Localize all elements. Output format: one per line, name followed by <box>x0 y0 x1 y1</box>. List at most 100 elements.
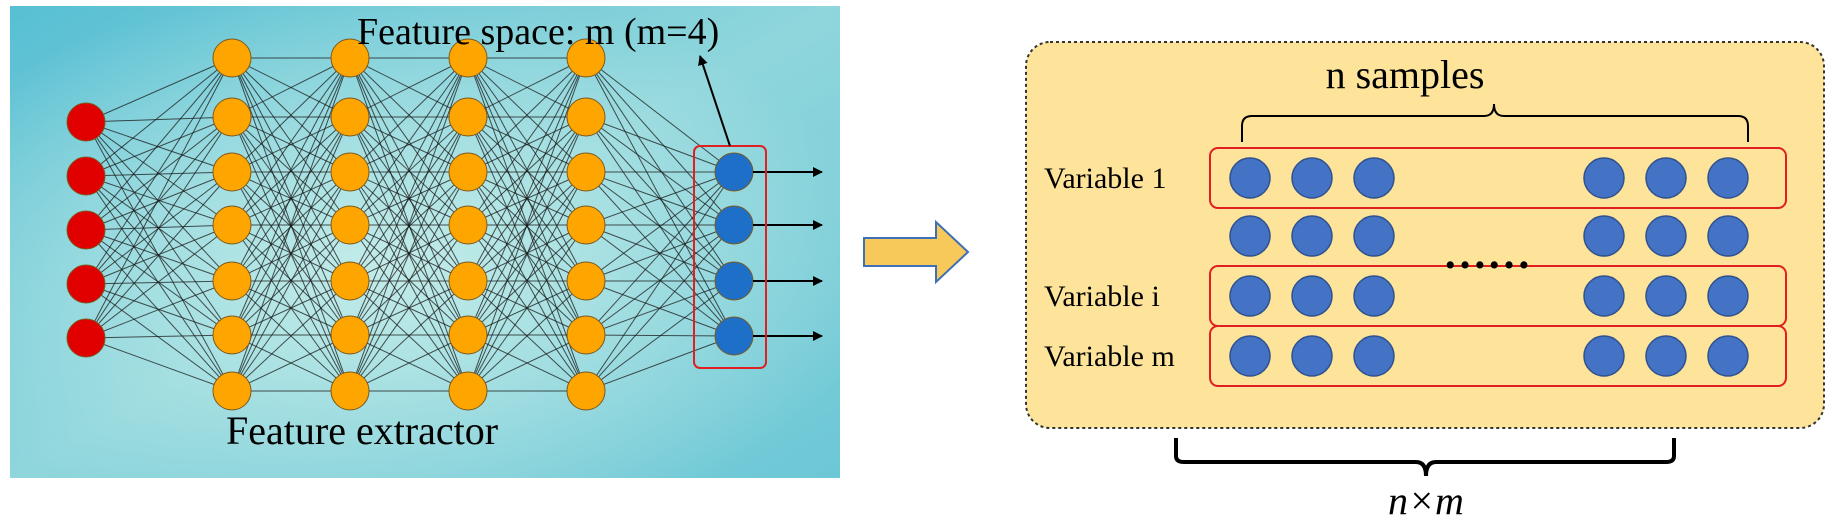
network-edge <box>349 116 469 173</box>
sample-node <box>1583 335 1625 377</box>
hidden-node <box>212 371 252 411</box>
network-edge <box>231 57 351 226</box>
network-edge <box>231 171 351 392</box>
network-edge <box>467 57 587 173</box>
hidden-node <box>566 315 606 355</box>
samples-brace <box>1241 103 1749 142</box>
network-edge <box>467 116 587 336</box>
network-edge <box>585 280 735 392</box>
sample-node <box>1353 157 1395 199</box>
output-node <box>714 152 754 192</box>
hidden-node <box>330 152 370 192</box>
variable-label: Variable m <box>1044 340 1175 373</box>
network-edge <box>585 116 735 226</box>
sample-node <box>1707 335 1749 377</box>
network-edge <box>85 116 233 177</box>
hidden-node <box>448 371 488 411</box>
network-edge <box>349 57 469 336</box>
input-node <box>66 264 106 304</box>
output-node <box>714 316 754 356</box>
sample-node <box>1229 275 1271 317</box>
network-edge <box>349 280 469 392</box>
network-edge <box>467 57 587 336</box>
network-edge <box>85 171 233 339</box>
sample-node <box>1645 215 1687 257</box>
network-edge <box>585 171 735 392</box>
network-edge <box>231 280 351 392</box>
sample-node <box>1353 275 1395 317</box>
sample-node <box>1583 275 1625 317</box>
hidden-node <box>330 261 370 301</box>
network-edge <box>231 116 351 392</box>
hidden-node <box>566 38 606 78</box>
hidden-node <box>212 38 252 78</box>
output-node <box>714 205 754 245</box>
hidden-node <box>448 152 488 192</box>
sample-node <box>1353 215 1395 257</box>
hidden-node <box>330 205 370 245</box>
network-background-glow <box>10 6 840 478</box>
input-node <box>66 102 106 142</box>
network-edge <box>467 116 587 392</box>
hidden-node <box>330 97 370 137</box>
neural-network-panel: Feature space: m (m=4) Feature extractor <box>10 6 840 478</box>
network-edge <box>85 280 233 285</box>
sample-node <box>1645 157 1687 199</box>
network-connections <box>85 57 735 392</box>
network-edge <box>467 57 587 226</box>
sample-node <box>1353 335 1395 377</box>
input-node <box>66 156 106 196</box>
sample-node <box>1707 275 1749 317</box>
network-edge <box>349 171 469 392</box>
network-edge <box>85 116 233 285</box>
network-edge <box>231 224 351 392</box>
sample-node <box>1291 157 1333 199</box>
network-edge <box>231 57 351 173</box>
network-edge <box>231 57 351 282</box>
network-edge <box>467 334 587 392</box>
sample-node <box>1229 157 1271 199</box>
network-edge <box>85 116 233 339</box>
matrix-row: Variable 1 <box>1044 147 1787 209</box>
hidden-node <box>330 371 370 411</box>
network-edge <box>231 57 351 336</box>
network-edge <box>349 57 469 282</box>
network-edge <box>467 224 587 336</box>
network-edge <box>349 57 469 226</box>
network-edge <box>585 224 735 336</box>
sample-node <box>1229 215 1271 257</box>
network-edge <box>585 224 735 392</box>
matrix-panel-background <box>1025 41 1825 429</box>
sample-node <box>1291 215 1333 257</box>
hidden-node <box>566 261 606 301</box>
network-edge <box>231 334 351 392</box>
network-edge <box>231 224 351 336</box>
network-edge <box>467 280 587 392</box>
sample-node <box>1645 275 1687 317</box>
network-edge <box>85 116 233 231</box>
network-edge <box>467 116 587 173</box>
network-edge <box>85 57 233 177</box>
network-edge <box>467 171 587 392</box>
sample-node <box>1291 275 1333 317</box>
hidden-node <box>330 38 370 78</box>
sample-node <box>1645 335 1687 377</box>
network-edge <box>467 57 587 282</box>
network-edge <box>467 116 587 282</box>
network-edge <box>85 57 233 285</box>
network-edge <box>467 57 587 392</box>
dimension-label: n×m <box>1388 478 1464 523</box>
network-edge <box>349 224 469 392</box>
sample-matrix-panel: n samples Variable 1 Variable i Variable m… <box>1025 41 1825 429</box>
hidden-node <box>566 371 606 411</box>
network-edge <box>85 57 233 339</box>
network-edge <box>349 57 469 173</box>
sample-node <box>1707 215 1749 257</box>
sample-node <box>1583 215 1625 257</box>
network-edge <box>231 57 351 118</box>
network-edge <box>231 116 351 226</box>
network-edge <box>467 224 587 392</box>
hidden-node <box>448 261 488 301</box>
hidden-node <box>448 97 488 137</box>
variable-highlight-box <box>1209 147 1787 209</box>
